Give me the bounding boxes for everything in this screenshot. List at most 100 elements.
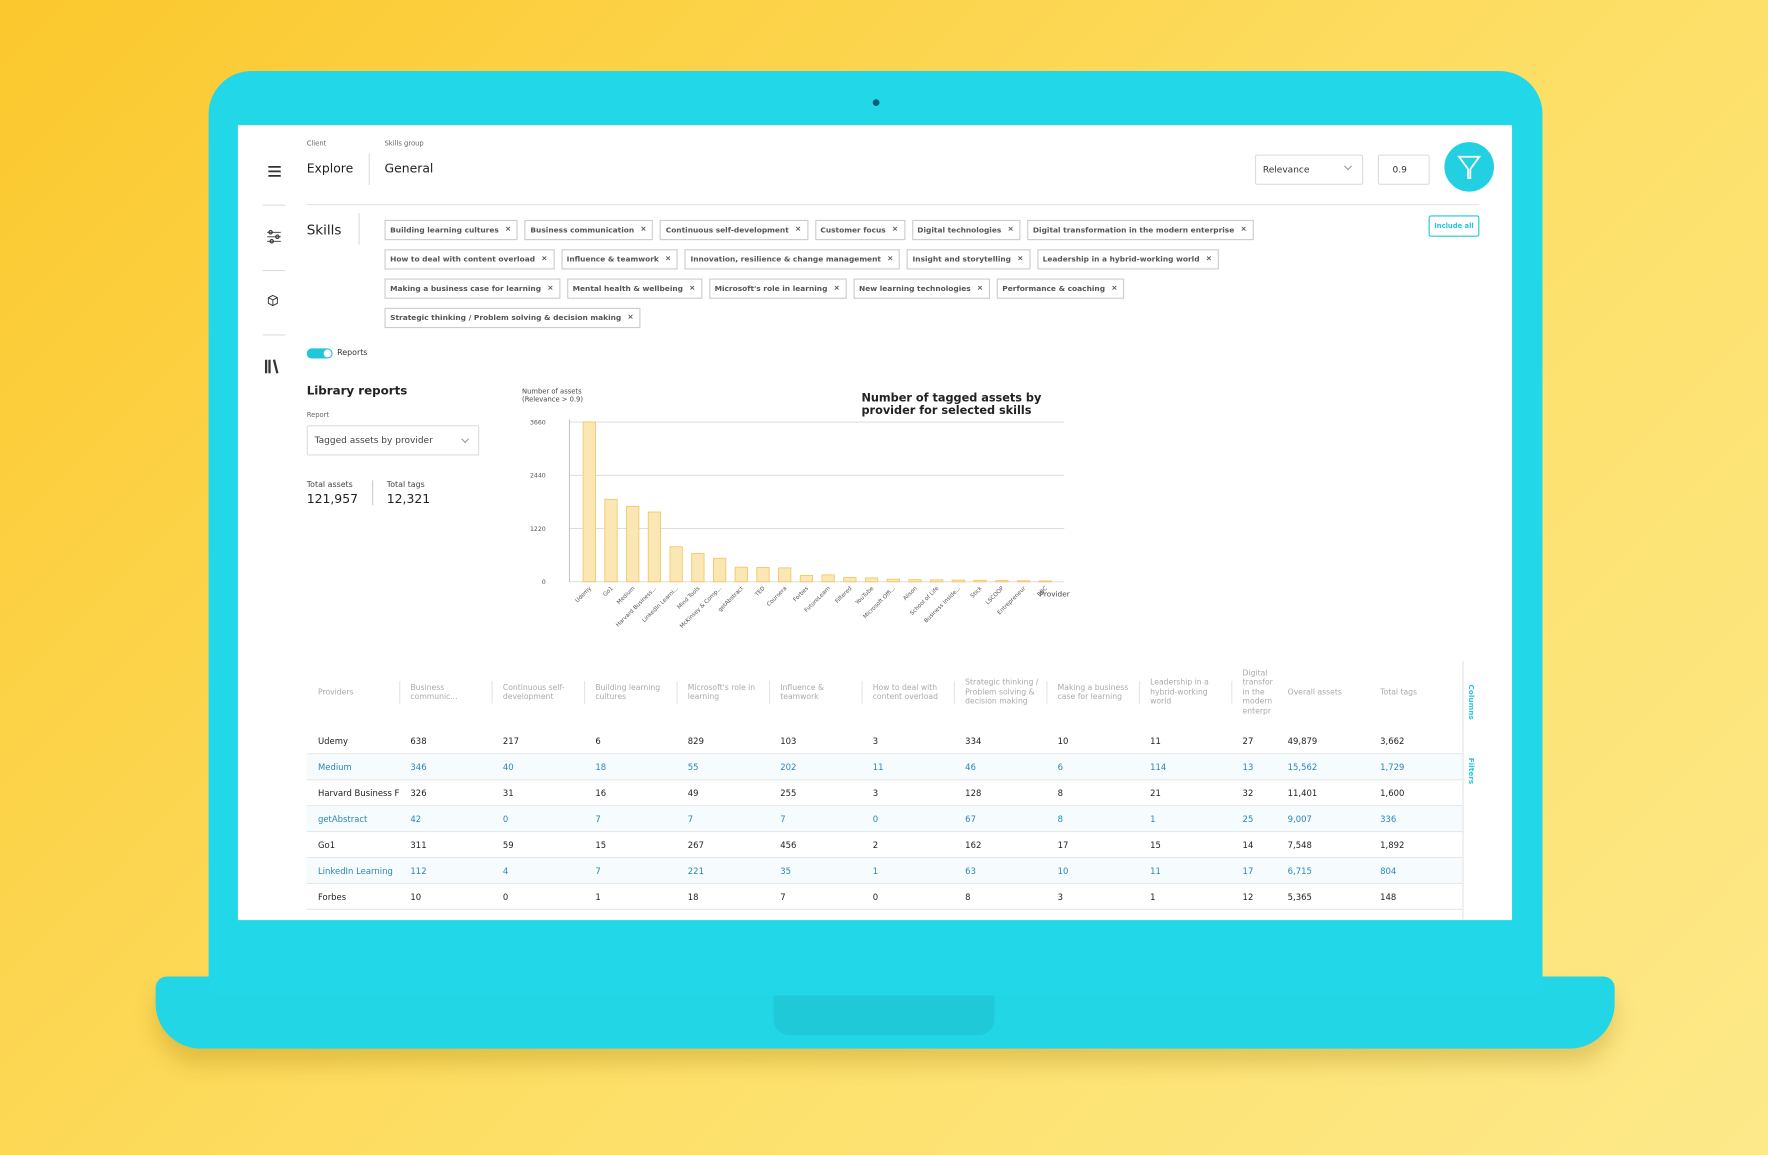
group-label: Skills group [384, 139, 424, 148]
library-title: Library reports [306, 384, 408, 399]
skill-tag[interactable]: Leadership in a hybrid-working world [1036, 249, 1219, 270]
table-cell: 8 [1057, 814, 1064, 825]
table-row[interactable] [306, 884, 1463, 910]
skill-tag[interactable]: Innovation, resilience & change manageme… [684, 249, 901, 270]
column-header[interactable]: Digital transfor in the modern enterpr [1242, 668, 1273, 716]
column-header[interactable]: Providers [317, 687, 354, 697]
skill-tag[interactable]: Insight and storytelling [906, 249, 1031, 270]
skill-tag[interactable]: Influence & teamwork [560, 249, 679, 270]
table-cell: 7 [595, 814, 601, 825]
side-tab[interactable]: Filters [1466, 757, 1476, 785]
y-tick-label: 1220 [530, 526, 546, 533]
table-cell: 7 [687, 814, 694, 825]
table-cell: 1 [595, 891, 601, 903]
y-tick-label: 0 [542, 579, 546, 586]
table-cell: LinkedIn Learning [317, 865, 393, 877]
column-header[interactable]: Making a business case for learning [1057, 682, 1129, 702]
table-cell: 7 [780, 814, 786, 825]
chart-title: Number of tagged assets by provider for … [861, 392, 1042, 418]
skill-tag[interactable]: How to deal with content overload [384, 249, 555, 270]
skill-tag[interactable]: Mental health & wellbeing [566, 278, 703, 299]
bar [908, 579, 922, 583]
table-cell: 148 [1380, 891, 1397, 903]
column-header[interactable]: Total tags [1380, 687, 1418, 697]
bar [778, 567, 792, 583]
side-tab[interactable]: Columns [1466, 684, 1476, 720]
sort-select[interactable]: Relevance [1254, 154, 1364, 185]
column-header[interactable]: Influence & teamwork [780, 682, 824, 702]
skill-tag[interactable]: Building learning cultures [384, 219, 518, 241]
skill-tag[interactable]: Performance & coaching [996, 278, 1125, 299]
header-separator [953, 681, 956, 704]
column-header[interactable]: Business communic... [410, 682, 458, 702]
x-tick-label: Udemy [575, 585, 594, 604]
threshold[interactable]: 0.9 [1377, 154, 1430, 185]
table-cell: Harvard Business F [317, 788, 400, 799]
skill-tag[interactable]: Digital transformation in the modern ent… [1027, 219, 1254, 241]
table-row[interactable] [306, 858, 1463, 884]
table-row[interactable] [306, 780, 1463, 807]
table-cell: 1 [1150, 891, 1156, 903]
logo-button[interactable] [1444, 142, 1495, 192]
table-cell: 334 [965, 736, 982, 747]
x-tick-label: Filtered [835, 585, 854, 604]
table-cell: 0 [872, 814, 879, 825]
table-cell: 112 [410, 865, 427, 877]
column-header[interactable]: Building learning cultures [595, 682, 661, 702]
table-cell: 55 [687, 762, 699, 773]
skill-tag[interactable]: Business communication [524, 219, 654, 241]
table-cell: Udemy [317, 736, 348, 747]
bar [930, 579, 944, 583]
client[interactable]: Explore [306, 161, 354, 176]
report-label: Report [306, 411, 330, 420]
chart-y-label: Number of assets (Relevance > 0.9) [522, 387, 583, 404]
table-cell: 3 [872, 788, 879, 799]
bar [995, 580, 1009, 583]
include-all[interactable]: Include all [1428, 215, 1480, 237]
client-label: Client [306, 139, 327, 148]
column-header[interactable]: Overall assets [1287, 687, 1342, 697]
group[interactable]: General [384, 161, 434, 176]
total-tags: 12,321 [386, 491, 431, 507]
table-cell: 6,715 [1287, 865, 1312, 877]
bar [691, 553, 705, 583]
funnel-icon [1457, 155, 1482, 180]
skill-tag[interactable]: New learning technologies [853, 278, 990, 299]
skill-tag[interactable]: Customer focus [814, 219, 905, 241]
table-cell: 12 [1242, 891, 1254, 903]
table-cell: 11 [872, 762, 884, 773]
side-bar [1462, 660, 1464, 921]
column-header[interactable]: How to deal with content overload [872, 682, 938, 702]
sidebar-svg [262, 166, 286, 374]
table-row[interactable] [306, 728, 1463, 755]
column-header[interactable]: Strategic thinking / Problem solving & d… [965, 677, 1039, 707]
table-cell: 217 [502, 736, 520, 747]
column-header[interactable]: Continuous self-development [502, 682, 565, 702]
column-header[interactable]: Leadership in a hybrid-working world [1150, 677, 1209, 707]
skill-tag[interactable]: Strategic thinking / Problem solving & d… [384, 307, 641, 329]
report-select[interactable]: Tagged assets by provider [306, 425, 480, 456]
table-cell: 15 [595, 840, 607, 851]
skill-tag[interactable]: Making a business case for learning [384, 278, 561, 299]
skill-tag[interactable]: Microsoft's role in learning [708, 278, 847, 299]
table-cell: Forbes [317, 891, 347, 903]
table-row[interactable] [306, 754, 1463, 781]
table-cell: 42 [410, 814, 422, 825]
table-cell: 15 [1150, 840, 1161, 851]
table-cell: 638 [410, 736, 427, 747]
table-cell: 13 [1242, 762, 1254, 773]
table-cell: 27 [1242, 736, 1254, 747]
toggle[interactable] [306, 348, 333, 359]
table-cell: 2 [872, 840, 879, 851]
table-cell: 267 [687, 840, 704, 851]
column-header[interactable]: Microsoft's role in learning [687, 682, 756, 702]
table-cell: 326 [410, 788, 427, 799]
x-tick-label: LSCOOP [985, 585, 1006, 606]
skill-tag[interactable]: Continuous self-development [660, 219, 808, 241]
header-separator [768, 681, 771, 704]
table-row[interactable] [306, 806, 1463, 833]
total-assets: 121,957 [306, 491, 358, 507]
table-row[interactable] [306, 832, 1463, 859]
header-separator [1231, 681, 1233, 704]
skill-tag[interactable]: Digital technologies [911, 219, 1021, 241]
